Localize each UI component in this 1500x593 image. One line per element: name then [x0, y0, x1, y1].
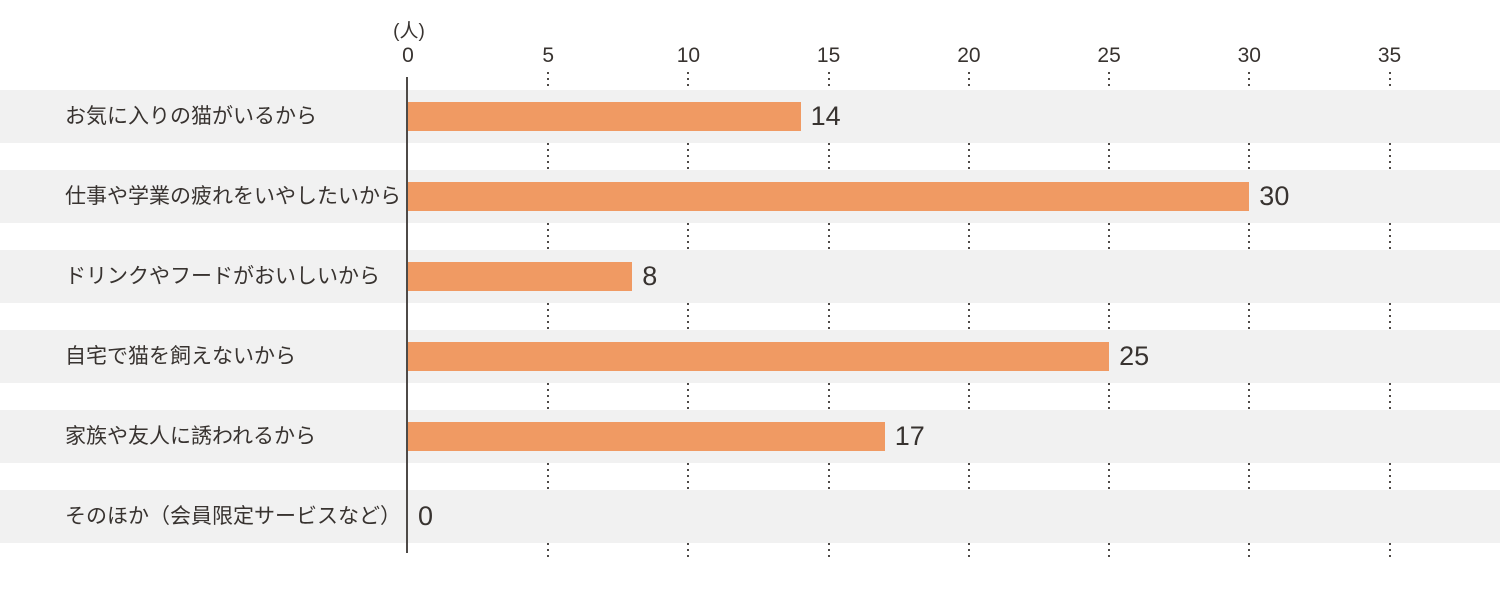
dotted-gridline — [827, 72, 830, 90]
chart-row: 家族や友人に誘われるから 17 — [0, 410, 1500, 463]
dotted-gridline — [687, 463, 690, 490]
dotted-gridline — [1388, 383, 1391, 410]
dotted-gridline — [967, 72, 970, 90]
dotted-gridline — [1108, 223, 1111, 250]
dotted-gridline — [1108, 303, 1111, 330]
dotted-gridline — [547, 223, 550, 250]
dotted-gridline — [1248, 143, 1251, 170]
x-tick-label: 10 — [676, 44, 701, 67]
axis-unit-label: (人) — [393, 21, 425, 42]
dotted-gridline — [547, 463, 550, 490]
category-label: そのほか（会員限定サービスなど） — [65, 505, 401, 528]
category-label: お気に入りの猫がいるから — [65, 105, 317, 128]
bar — [408, 422, 885, 451]
x-tick-label: 35 — [1377, 44, 1402, 67]
x-tick-label: 20 — [957, 44, 981, 67]
dotted-gridline — [967, 303, 970, 330]
bar — [408, 182, 1250, 211]
dotted-gridline — [967, 383, 970, 410]
dotted-gridline — [1248, 223, 1251, 250]
value-label: 17 — [894, 421, 925, 451]
dotted-gridline — [827, 543, 830, 557]
dotted-gridline — [1388, 143, 1391, 170]
dotted-gridline — [827, 463, 830, 490]
bar — [408, 342, 1110, 371]
dotted-gridline — [967, 223, 970, 250]
dotted-gridline — [1388, 543, 1391, 557]
bar — [408, 102, 801, 131]
x-tick-label: 5 — [542, 44, 555, 67]
x-tick-label: 30 — [1237, 44, 1261, 67]
value-label: 0 — [418, 501, 434, 531]
dotted-gridline — [687, 543, 690, 557]
dotted-gridline — [1388, 303, 1391, 330]
dotted-gridline — [1108, 463, 1111, 490]
dotted-gridline — [687, 223, 690, 250]
category-label: 自宅で猫を飼えないから — [65, 345, 296, 368]
category-label: 仕事や学業の疲れをいやしたいから — [65, 185, 401, 208]
bar — [408, 262, 633, 291]
dotted-gridline — [687, 72, 690, 90]
value-label: 8 — [642, 261, 658, 291]
x-tick-label: 15 — [816, 44, 841, 67]
dotted-gridline — [827, 223, 830, 250]
dotted-gridline — [1248, 543, 1251, 557]
value-label: 25 — [1119, 341, 1150, 371]
dotted-gridline — [967, 143, 970, 170]
category-label: ドリンクやフードがおいしいから — [65, 265, 380, 288]
category-label: 家族や友人に誘われるから — [65, 425, 316, 448]
dotted-gridline — [827, 143, 830, 170]
value-label: 30 — [1259, 181, 1290, 211]
dotted-gridline — [1108, 383, 1111, 410]
dotted-gridline — [967, 543, 970, 557]
chart-row: 自宅で猫を飼えないから 25 — [0, 330, 1500, 383]
dotted-gridline — [687, 383, 690, 410]
dotted-gridline — [1248, 303, 1251, 330]
dotted-gridline — [1248, 463, 1251, 490]
x-tick-label: 25 — [1097, 44, 1121, 67]
value-label: 14 — [810, 101, 841, 131]
dotted-gridline — [547, 303, 550, 330]
x-tick-label: 0 — [402, 44, 414, 67]
dotted-gridline — [827, 383, 830, 410]
chart-row: 仕事や学業の疲れをいやしたいから 30 — [0, 170, 1500, 223]
dotted-gridline — [547, 383, 550, 410]
dotted-gridline — [967, 463, 970, 490]
dotted-gridline — [1248, 383, 1251, 410]
dotted-gridline — [547, 72, 550, 90]
dotted-gridline — [547, 143, 550, 170]
dotted-gridline — [827, 303, 830, 330]
dotted-gridline — [1108, 143, 1111, 170]
chart-row: ドリンクやフードがおいしいから 8 — [0, 250, 1500, 303]
dotted-gridline — [1388, 463, 1391, 490]
y-axis-line — [406, 77, 408, 553]
dotted-gridline — [1388, 72, 1391, 90]
dotted-gridline — [1248, 72, 1251, 90]
dotted-gridline — [1108, 72, 1111, 90]
chart-row: そのほか（会員限定サービスなど） 0 — [0, 490, 1500, 543]
dotted-gridline — [1388, 223, 1391, 250]
dotted-gridline — [687, 303, 690, 330]
dotted-gridline — [547, 543, 550, 557]
dotted-gridline — [1108, 543, 1111, 557]
dotted-gridline — [687, 143, 690, 170]
chart-row: お気に入りの猫がいるから 14 — [0, 90, 1500, 143]
